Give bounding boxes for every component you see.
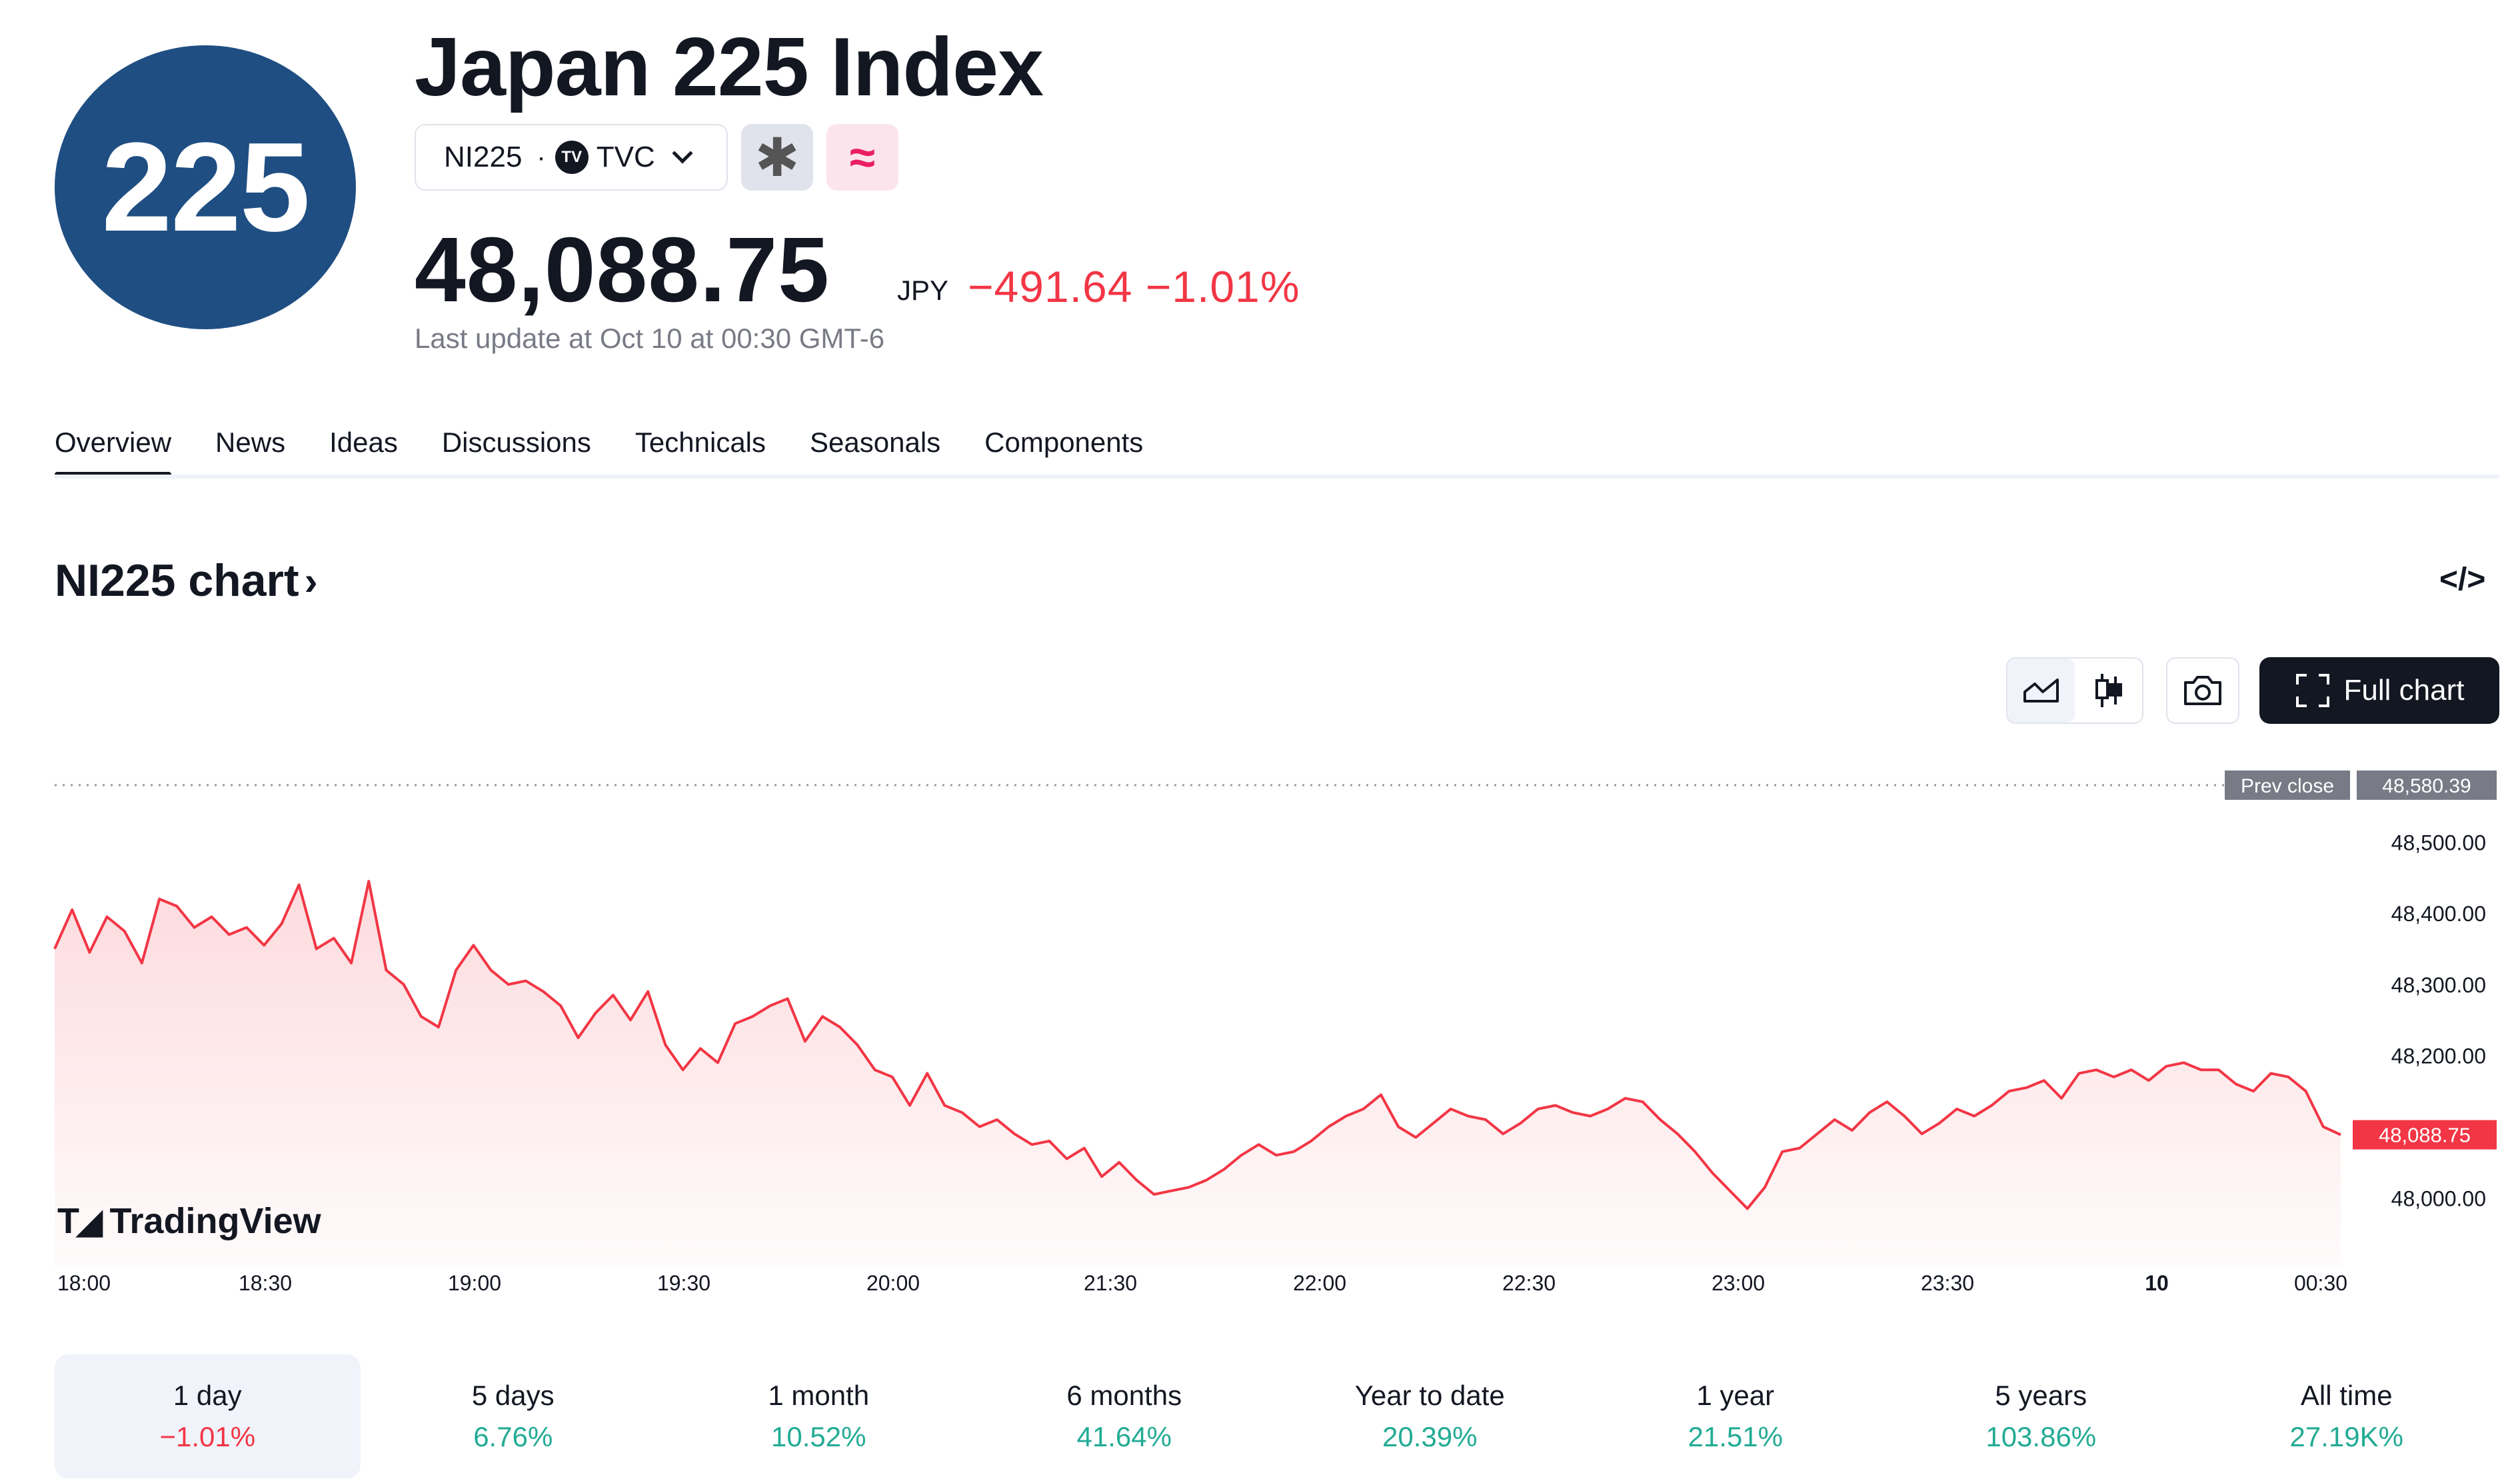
symbol-logo: 225	[55, 45, 356, 329]
camera-icon	[2184, 676, 2221, 705]
period-value: 27.19K%	[2289, 1421, 2403, 1452]
period-value: 103.86%	[1985, 1421, 2097, 1452]
y-tick-label: 48,200.00	[2391, 1044, 2486, 1068]
period-label: Year to date	[1354, 1380, 1505, 1411]
period-label: 5 days	[471, 1380, 555, 1411]
last-price-label: 48,088.75	[2379, 1124, 2471, 1147]
area-chart-button[interactable]	[2007, 659, 2075, 723]
full-chart-label: Full chart	[2343, 674, 2465, 707]
period-5-years[interactable]: 5 years 103.86%	[1888, 1354, 2194, 1478]
tab-news[interactable]: News	[215, 427, 286, 458]
tab-components[interactable]: Components	[984, 427, 1144, 458]
exchange-label: TVC	[596, 141, 655, 173]
tab-discussions[interactable]: Discussions	[441, 427, 591, 458]
period-label: 6 months	[1066, 1380, 1182, 1411]
tradingview-brand: TradingView	[109, 1200, 321, 1241]
current-price: 48,088.75	[415, 219, 830, 321]
asterisk-badge-icon[interactable]: ✱	[741, 124, 813, 191]
y-tick-label: 48,000.00	[2391, 1186, 2486, 1210]
x-tick-label: 21:30	[1084, 1271, 1137, 1295]
page-title: Japan 225 Index	[415, 21, 1044, 113]
chart-title-text: NI225 chart	[55, 555, 299, 606]
last-update-text: Last update at Oct 10 at 00:30 GMT-6	[415, 323, 885, 354]
price-line	[53, 880, 2341, 1210]
x-tick-label: 23:30	[1921, 1271, 1974, 1295]
chart-type-toggle	[2006, 657, 2143, 724]
period-value: 10.52%	[771, 1421, 866, 1452]
price-currency: JPY	[897, 275, 949, 306]
tab-overview[interactable]: Overview	[55, 427, 172, 477]
period-label: 1 year	[1696, 1380, 1775, 1411]
period-value: 21.51%	[1688, 1421, 1783, 1452]
prev-close-badge	[2225, 770, 2350, 800]
separator-dot: ·	[537, 142, 546, 172]
period-5-days[interactable]: 5 days 6.76%	[361, 1354, 666, 1478]
section-tabs: Overview News Ideas Discussions Technica…	[55, 427, 1187, 477]
fullscreen-icon	[2295, 674, 2329, 707]
symbol-exchange-selector[interactable]: NI225 · TV TVC	[415, 124, 728, 191]
period-label: 1 day	[173, 1380, 242, 1411]
chevron-right-icon: ›	[304, 558, 318, 603]
full-chart-button[interactable]: Full chart	[2259, 657, 2499, 724]
tabs-divider	[55, 475, 2499, 479]
period-all-time[interactable]: All time 27.19K%	[2194, 1354, 2500, 1478]
period-label: 5 years	[1995, 1380, 2087, 1411]
tradingview-mark-icon: T◢	[57, 1201, 103, 1241]
symbol-label: NI225	[444, 141, 523, 173]
candles-chart-button[interactable]	[2075, 659, 2142, 723]
price-area-fill	[55, 881, 2341, 1266]
x-tick-label: 19:30	[657, 1271, 710, 1295]
period-value: 6.76%	[473, 1421, 553, 1452]
tab-ideas[interactable]: Ideas	[329, 427, 398, 458]
period-value: 41.64%	[1076, 1421, 1172, 1452]
embed-code-icon[interactable]: </>	[2439, 562, 2486, 597]
area-chart-icon	[2023, 679, 2059, 703]
performance-periods: 1 day −1.01% 5 days 6.76% 1 month 10.52% 6 …	[55, 1354, 2499, 1478]
candles-icon	[2095, 674, 2122, 707]
x-tick-label: 10	[2145, 1271, 2169, 1295]
y-tick-label: 48,300.00	[2391, 973, 2486, 997]
x-tick-label: 19:00	[448, 1271, 501, 1295]
x-tick-label: 22:30	[1502, 1271, 1556, 1295]
x-tick-label: 18:30	[239, 1271, 292, 1295]
tradingview-logo: T◢ TradingView	[57, 1200, 321, 1242]
tab-technicals[interactable]: Technicals	[634, 427, 766, 458]
y-tick-label: 48,500.00	[2391, 830, 2486, 854]
prev-close-value-badge	[2357, 770, 2497, 800]
x-tick-label: 23:00	[1712, 1271, 1765, 1295]
x-tick-label: 22:00	[1293, 1271, 1346, 1295]
y-tick-label: 48,400.00	[2391, 902, 2486, 926]
x-tick-label: 18:00	[57, 1271, 111, 1295]
prev-close-label: Prev close	[2241, 775, 2334, 797]
x-tick-label: 20:00	[866, 1271, 920, 1295]
chevron-down-icon	[672, 143, 693, 164]
period-ytd[interactable]: Year to date 20.39%	[1277, 1354, 1583, 1478]
approx-badge-icon[interactable]: ≈	[826, 124, 898, 191]
period-value: −1.01%	[159, 1421, 256, 1452]
chart-title-link[interactable]: NI225 chart ›	[55, 555, 318, 607]
prev-close-value: 48,580.39	[2382, 775, 2471, 797]
tab-seasonals[interactable]: Seasonals	[810, 427, 941, 458]
snapshot-button[interactable]	[2166, 657, 2239, 724]
period-label: 1 month	[768, 1380, 870, 1411]
period-1-year[interactable]: 1 year 21.51%	[1583, 1354, 1889, 1478]
tradingview-exchange-icon: TV	[555, 141, 589, 174]
period-1-month[interactable]: 1 month 10.52%	[666, 1354, 972, 1478]
period-1-day[interactable]: 1 day −1.01%	[55, 1354, 361, 1478]
price-chart[interactable]: 48,500.00 48,400.00 48,300.00 48,200.00 48,0…	[0, 760, 2520, 1320]
period-value: 20.39%	[1382, 1421, 1478, 1452]
x-tick-label: 00:30	[2294, 1271, 2347, 1295]
period-label: All time	[2300, 1380, 2393, 1411]
period-6-months[interactable]: 6 months 41.64%	[972, 1354, 1278, 1478]
price-change: −491.64 −1.01%	[968, 262, 1300, 311]
symbol-logo-text: 225	[101, 117, 310, 258]
last-price-badge	[2353, 1120, 2497, 1150]
